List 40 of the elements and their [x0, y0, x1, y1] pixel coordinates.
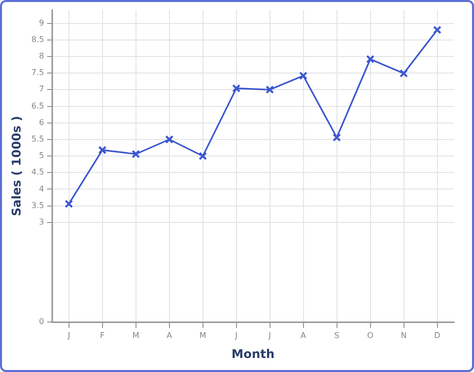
x-tick-label: J [268, 330, 271, 340]
y-tick-label: 0 [39, 317, 44, 326]
x-tick-label: F [100, 330, 106, 340]
x-tick-label: S [334, 330, 340, 340]
y-tick-label: 7 [39, 84, 44, 94]
x-tick-label: J [234, 330, 238, 340]
x-tick-label: D [434, 330, 440, 340]
point [400, 69, 408, 78]
y-tick-label: 9 [39, 18, 44, 28]
y-tick-label: 4.5 [31, 168, 44, 177]
y-tick-label: 6.5 [31, 101, 44, 110]
y-tick-label: 7.5 [31, 68, 44, 78]
point [98, 146, 107, 154]
y-axis-title: Sales ( 1000s ) [9, 116, 24, 216]
x-tick-label: J [66, 330, 70, 340]
y-tick-label: 6 [39, 118, 44, 127]
point [165, 135, 174, 144]
y-tick-label: 4 [39, 184, 44, 194]
point [332, 133, 341, 142]
point [64, 200, 74, 208]
y-tick-label: 5 [39, 151, 44, 160]
x-tick-label: O [367, 330, 374, 340]
y-tick-label: 5.5 [31, 134, 44, 144]
y-tick-label: 3 [39, 218, 44, 227]
point [232, 84, 240, 93]
x-tick-label: M [132, 330, 140, 340]
point [433, 26, 442, 34]
y-tick-label: 8.5 [31, 34, 44, 44]
x-axis-title: Month [232, 346, 275, 361]
x-tick-label: A [300, 330, 307, 340]
point [266, 85, 274, 94]
point [366, 54, 374, 64]
point [299, 72, 308, 80]
y-tick-label: 8 [39, 52, 44, 61]
point [198, 152, 208, 160]
point [132, 150, 140, 158]
y-tick-label: 3.5 [31, 200, 44, 210]
x-tick-label: M [199, 330, 206, 340]
x-tick-label: A [166, 330, 173, 340]
x-tick-label: N [400, 330, 407, 340]
